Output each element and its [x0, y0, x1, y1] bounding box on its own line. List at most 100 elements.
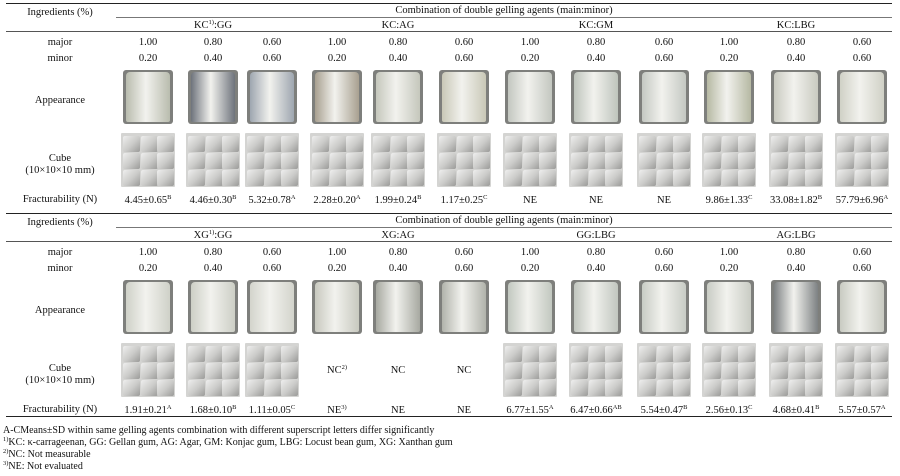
cube-photo [245, 343, 299, 397]
cube-piece [805, 380, 822, 396]
cube-piece [589, 380, 606, 396]
gel-cylinder [642, 282, 686, 332]
gel-photo [439, 280, 489, 334]
fracturability-value-value: 4.68±0.41 [772, 405, 816, 416]
cube-piece [605, 136, 622, 152]
cube-piece [571, 380, 588, 396]
cube-piece [141, 363, 158, 379]
fracturability-value-value: NE [657, 195, 671, 206]
fracturability-value-superscript: A [883, 194, 889, 201]
cube-piece [571, 363, 588, 379]
fracturability-value: 5.32±0.78A [240, 194, 304, 206]
fracturability-value: 1.99±0.24B [366, 194, 430, 206]
cube-size-label: (10×10×10 mm) [25, 375, 95, 386]
cube-photo [310, 133, 364, 187]
cube-piece [657, 136, 674, 152]
fracturability-value-value: 6.47±0.66 [570, 405, 613, 416]
major-value: 0.60 [432, 247, 496, 258]
gel-cylinder [442, 72, 486, 122]
fracturability-value: 1.17±0.25C [432, 194, 496, 206]
major-value: 1.00 [116, 37, 180, 48]
major-value: 1.00 [305, 247, 369, 258]
cube-piece [188, 380, 205, 396]
cube-piece [523, 136, 540, 152]
cube-piece [855, 136, 872, 152]
gel-cylinder [250, 282, 294, 332]
cube-piece [871, 363, 888, 379]
minor-value-value: 0.20 [719, 53, 739, 64]
cube-piece [407, 136, 424, 152]
fracturability-value-superscript: B [817, 194, 823, 201]
cube-piece [539, 380, 556, 396]
fracturability-value-superscript: C [748, 194, 753, 201]
table-rule [6, 241, 892, 242]
cube-status-superscript: 2) [341, 364, 347, 371]
cube-piece [673, 380, 690, 396]
major-value-value: 0.80 [388, 247, 408, 258]
group-name: KC:GM [578, 20, 614, 31]
cube-piece [704, 346, 721, 362]
cube-piece [457, 170, 474, 186]
cube-piece [123, 153, 140, 169]
minor-value: 0.20 [116, 53, 180, 64]
major-value: 1.00 [697, 247, 761, 258]
gel-cylinder [574, 72, 618, 122]
cube-piece [247, 136, 264, 152]
minor-value-value: 0.20 [520, 263, 540, 274]
cube-piece [673, 346, 690, 362]
cube-piece [188, 153, 205, 169]
cube-piece [639, 380, 656, 396]
cube-label: Cube [48, 363, 72, 374]
cube-piece [473, 170, 490, 186]
fracturability-value: 57.79±6.96A [830, 194, 894, 206]
fracturability-label: Fracturability (N) [22, 404, 98, 415]
fracturability-value: NE3) [305, 404, 369, 416]
cube-piece [188, 346, 205, 362]
fracturability-value: 2.56±0.13C [697, 404, 761, 416]
table-rule [6, 31, 892, 32]
minor-label: minor [47, 53, 73, 64]
fracturability-value-superscript: B [417, 194, 422, 201]
cube-piece [206, 153, 223, 169]
fracturability-value: 1.91±0.21A [116, 404, 180, 416]
gel-photo [439, 70, 489, 124]
cube-piece [391, 153, 408, 169]
minor-value: 0.60 [830, 263, 894, 274]
cube-piece [222, 170, 239, 186]
gel-cylinder [442, 282, 486, 332]
cube-piece [265, 170, 282, 186]
fracturability-value-superscript: A [166, 404, 172, 411]
major-value: 0.80 [564, 247, 628, 258]
major-value-value: 0.80 [786, 37, 806, 48]
cube-piece [673, 363, 690, 379]
cube-piece [523, 380, 540, 396]
gel-photo [188, 70, 238, 124]
cube-piece [589, 153, 606, 169]
cube-piece [505, 136, 522, 152]
minor-value: 0.60 [240, 53, 304, 64]
fracturability-value: 33.08±1.82B [764, 194, 828, 206]
combination-title: Combination of double gelling agents (ma… [395, 215, 613, 226]
group-name: GG:LBG [576, 230, 616, 241]
cube-piece [771, 153, 788, 169]
cube-piece [265, 153, 282, 169]
minor-value: 0.40 [764, 263, 828, 274]
cube-photo [702, 133, 756, 187]
minor-value: 0.20 [116, 263, 180, 274]
cube-piece [346, 170, 363, 186]
major-value-value: 0.80 [203, 247, 223, 258]
table-rule [116, 17, 892, 18]
cube-piece [247, 153, 264, 169]
cube-piece [771, 380, 788, 396]
group-header: KC1):GG [153, 19, 273, 31]
fracturability-value-value: 5.32±0.78 [248, 195, 291, 206]
minor-value: 0.60 [240, 263, 304, 274]
cube-piece [330, 153, 347, 169]
cube-photo [503, 343, 557, 397]
fracturability-value-value: 2.56±0.13 [705, 405, 749, 416]
group-header: KC:LBG [736, 19, 856, 31]
fracturability-value: 1.68±0.10B [181, 404, 245, 416]
group-name: KC:AG [381, 20, 415, 31]
cube-piece [771, 136, 788, 152]
cube-piece [523, 153, 540, 169]
